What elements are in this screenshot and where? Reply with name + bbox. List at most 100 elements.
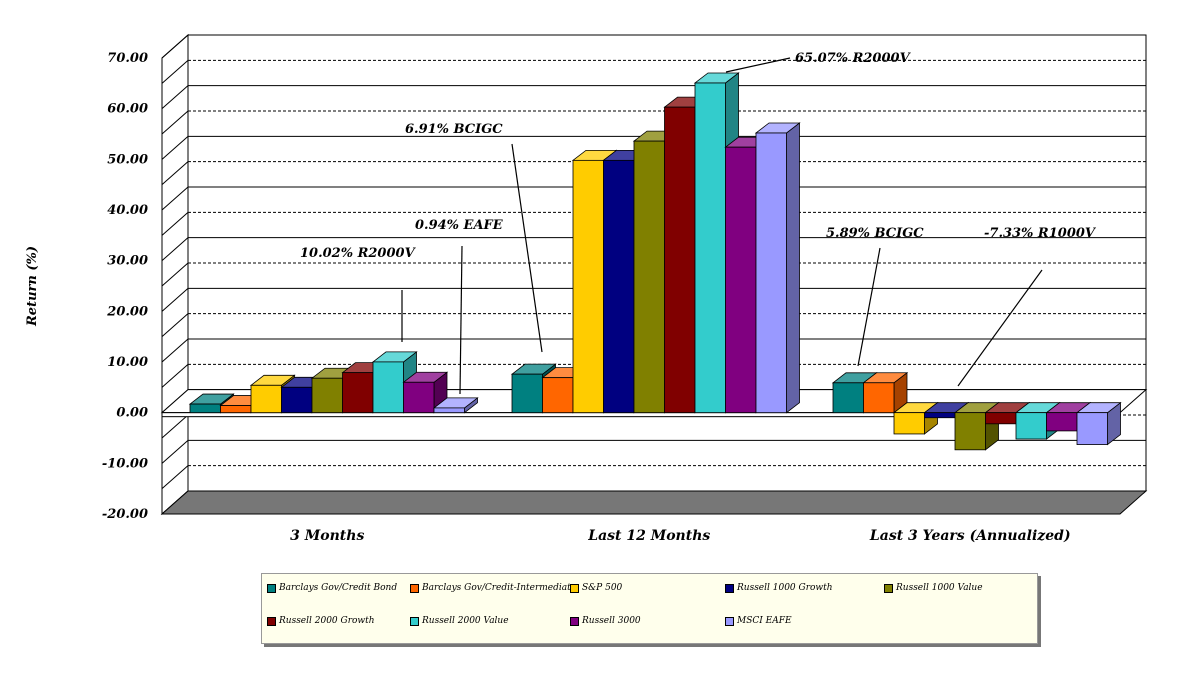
bar [755,132,787,414]
legend-swatch [725,583,734,593]
legend-item: Barclays Gov/Credit-Intermediate [410,583,576,593]
gridline-side [161,34,189,59]
gridline-side [161,237,189,262]
x-category-label: 3 Months [290,528,364,544]
gridline-side [161,85,189,110]
gridline-side [161,439,189,464]
bar [603,159,635,414]
y-tick-label: 0.00 [116,406,148,421]
gridline-side [161,186,189,211]
y-tick-label: 40.00 [107,203,148,218]
gridline-side [161,338,189,363]
annotation-label: 6.91% BCIGC [405,122,503,137]
gridline-side [161,59,189,84]
y-tick-label: -10.00 [102,456,148,471]
legend-swatch [725,616,734,626]
bar [985,412,1017,425]
bar-side [786,122,800,414]
bar [863,382,895,414]
bar [664,106,696,414]
legend-swatch [267,616,276,626]
y-tick-label: 30.00 [107,254,148,269]
bar [250,384,282,414]
legend-label: Russell 2000 Growth [279,616,375,626]
gridline-side [161,262,189,287]
legend-item: Russell 1000 Growth [725,583,833,593]
legend-item: Russell 1000 Value [884,583,983,593]
annotation-leader [957,269,1043,387]
y-tick-label: -20.00 [102,507,148,522]
annotation-label: 0.94% EAFE [415,218,504,233]
legend-label: S&P 500 [582,583,623,593]
bar [220,405,252,414]
y-tick-label: 20.00 [106,304,148,319]
x-category-label: Last 3 Years (Annualized) [869,528,1071,544]
gridline-side [161,287,189,312]
gridline-side [161,135,189,160]
annotation-label: 10.02% R2000V [300,246,417,261]
gridline-side [161,414,189,439]
legend-swatch [884,583,893,593]
bar [633,140,665,414]
bar [954,412,986,451]
bar [403,381,435,414]
y-tick-label: 50.00 [107,152,148,167]
annotation-leader [857,247,881,367]
bar [725,146,757,414]
y-tick-label: 10.00 [107,355,148,370]
gridline-side [161,363,189,388]
bar [1046,412,1078,432]
y-tick-label: 70.00 [107,51,148,66]
y-axis-label: Return (%) [25,246,40,327]
legend-label: Russell 3000 [582,616,641,626]
x-category-label: Last 12 Months [587,528,710,544]
chart-floor [160,490,1148,515]
legend-item: S&P 500 [570,583,622,593]
legend-label: Barclays Gov/Credit-Intermediate [422,583,577,593]
legend-label: Russell 1000 Growth [737,583,833,593]
bar [924,412,956,419]
chart-legend: Barclays Gov/Credit Bond Barclays Gov/Cre… [261,573,1038,644]
bar [572,159,604,414]
bar [281,386,313,414]
bar [694,82,726,414]
annotation-leader [511,143,543,353]
legend-swatch [267,583,276,593]
annotation-leader [725,57,791,73]
annotation-label: -7.33% R1000V [984,226,1097,241]
legend-swatch [410,583,419,593]
annotation-leader [459,245,463,395]
annotation-label: 65.07% R2000V [795,51,912,66]
bar [893,412,925,435]
legend-label: Russell 2000 Value [422,616,509,626]
bar [542,377,574,414]
bar [372,361,404,414]
gridline-side [161,211,189,236]
legend-label: Barclays Gov/Credit Bond [279,583,398,593]
legend-item: MSCI EAFE [725,616,792,626]
legend-item: Russell 3000 [570,616,641,626]
legend-label: MSCI EAFE [737,616,792,626]
bar [311,377,343,414]
gridline-side [161,161,189,186]
legend-swatch [410,616,419,626]
bar [433,407,465,414]
legend-item: Russell 2000 Value [410,616,509,626]
gridline-side [161,313,189,338]
bar [189,403,221,414]
bar [511,373,543,414]
bar [342,372,374,414]
legend-swatch [570,583,579,593]
y-tick-label: 60.00 [107,102,148,117]
legend-item: Russell 2000 Growth [267,616,375,626]
bar [1076,412,1108,445]
bar [832,382,864,414]
gridline-side [161,110,189,135]
bar [1015,412,1047,440]
annotation-label: 5.89% BCIGC [826,226,924,241]
legend-item: Barclays Gov/Credit Bond [267,583,397,593]
legend-label: Russell 1000 Value [896,583,983,593]
legend-swatch [570,616,579,626]
gridline-side [161,465,189,490]
